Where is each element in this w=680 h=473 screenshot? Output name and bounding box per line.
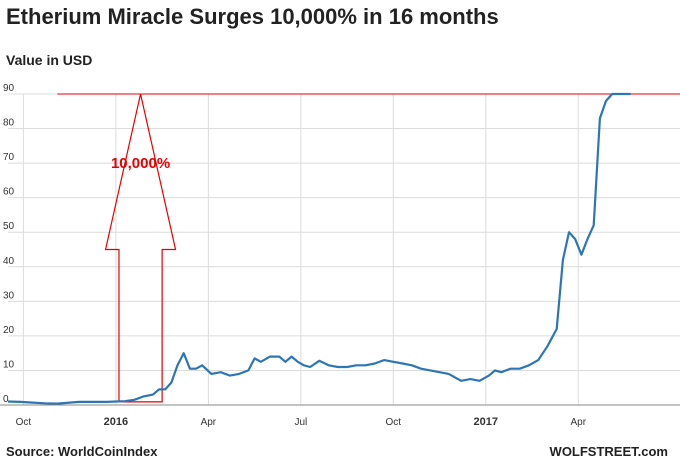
arrow-annotation [104, 93, 177, 403]
y-tick-label: 50 [3, 221, 15, 232]
y-tick-label: 0 [3, 394, 9, 405]
x-tick-label: 2017 [474, 416, 498, 428]
price-line [7, 92, 631, 405]
x-tick-label: Oct [16, 417, 32, 428]
credit-label: WOLFSTREET.com [549, 444, 668, 459]
y-tick-label: 70 [3, 152, 15, 163]
y-tick-label: 80 [3, 118, 15, 129]
y-tick-label: 40 [3, 256, 15, 267]
series-group [7, 92, 631, 405]
source-label: Source: WorldCoinIndex [6, 444, 158, 459]
x-tick-label: Oct [386, 417, 402, 428]
y-tick-label: 30 [3, 290, 15, 301]
up-arrow-shape [104, 93, 177, 403]
chart-title: Etherium Miracle Surges 10,000% in 16 mo… [6, 4, 499, 29]
x-tick-label: Jul [294, 417, 307, 428]
x-tick-label: Apr [570, 417, 586, 428]
y-tick-label: 90 [3, 83, 15, 94]
axes: 0 10 20 30 40 50 60 70 80 90 Oct 2016 Apr Jul Oct 2017 A… [0, 83, 680, 428]
y-tick-label: 20 [3, 325, 15, 336]
y-tick-label: 60 [3, 187, 15, 198]
y-axis-label: Value in USD [6, 52, 93, 68]
x-tick-label: 2016 [104, 416, 128, 428]
annotation-label: 10,000% [111, 155, 170, 172]
y-tick-label: 10 [3, 359, 15, 370]
x-tick-label: Apr [201, 417, 217, 428]
